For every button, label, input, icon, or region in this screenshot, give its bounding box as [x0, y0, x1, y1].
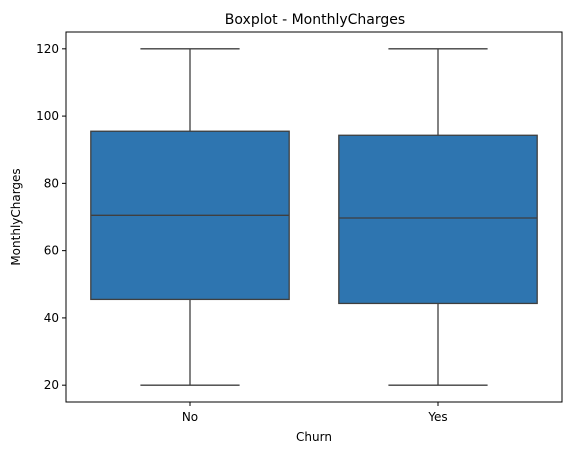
iqr-box: [339, 135, 537, 303]
x-axis: No Yes: [182, 402, 448, 424]
chart-title: Boxplot - MonthlyCharges: [225, 12, 405, 28]
x-tick-label: No: [182, 410, 198, 424]
x-tick-label: Yes: [427, 410, 447, 424]
y-axis-label: MonthlyCharges: [9, 168, 23, 265]
box-no: [91, 49, 289, 385]
y-tick-label: 60: [44, 244, 59, 258]
y-tick-label: 40: [44, 311, 59, 325]
y-axis: 20 40 60 80 100 120: [36, 42, 66, 392]
y-tick-label: 100: [36, 109, 59, 123]
y-tick-label: 20: [44, 378, 59, 392]
y-tick-label: 120: [36, 42, 59, 56]
y-tick-label: 80: [44, 176, 59, 190]
box-yes: [339, 49, 537, 385]
plot-marks: [91, 49, 537, 385]
x-axis-label: Churn: [296, 430, 332, 444]
